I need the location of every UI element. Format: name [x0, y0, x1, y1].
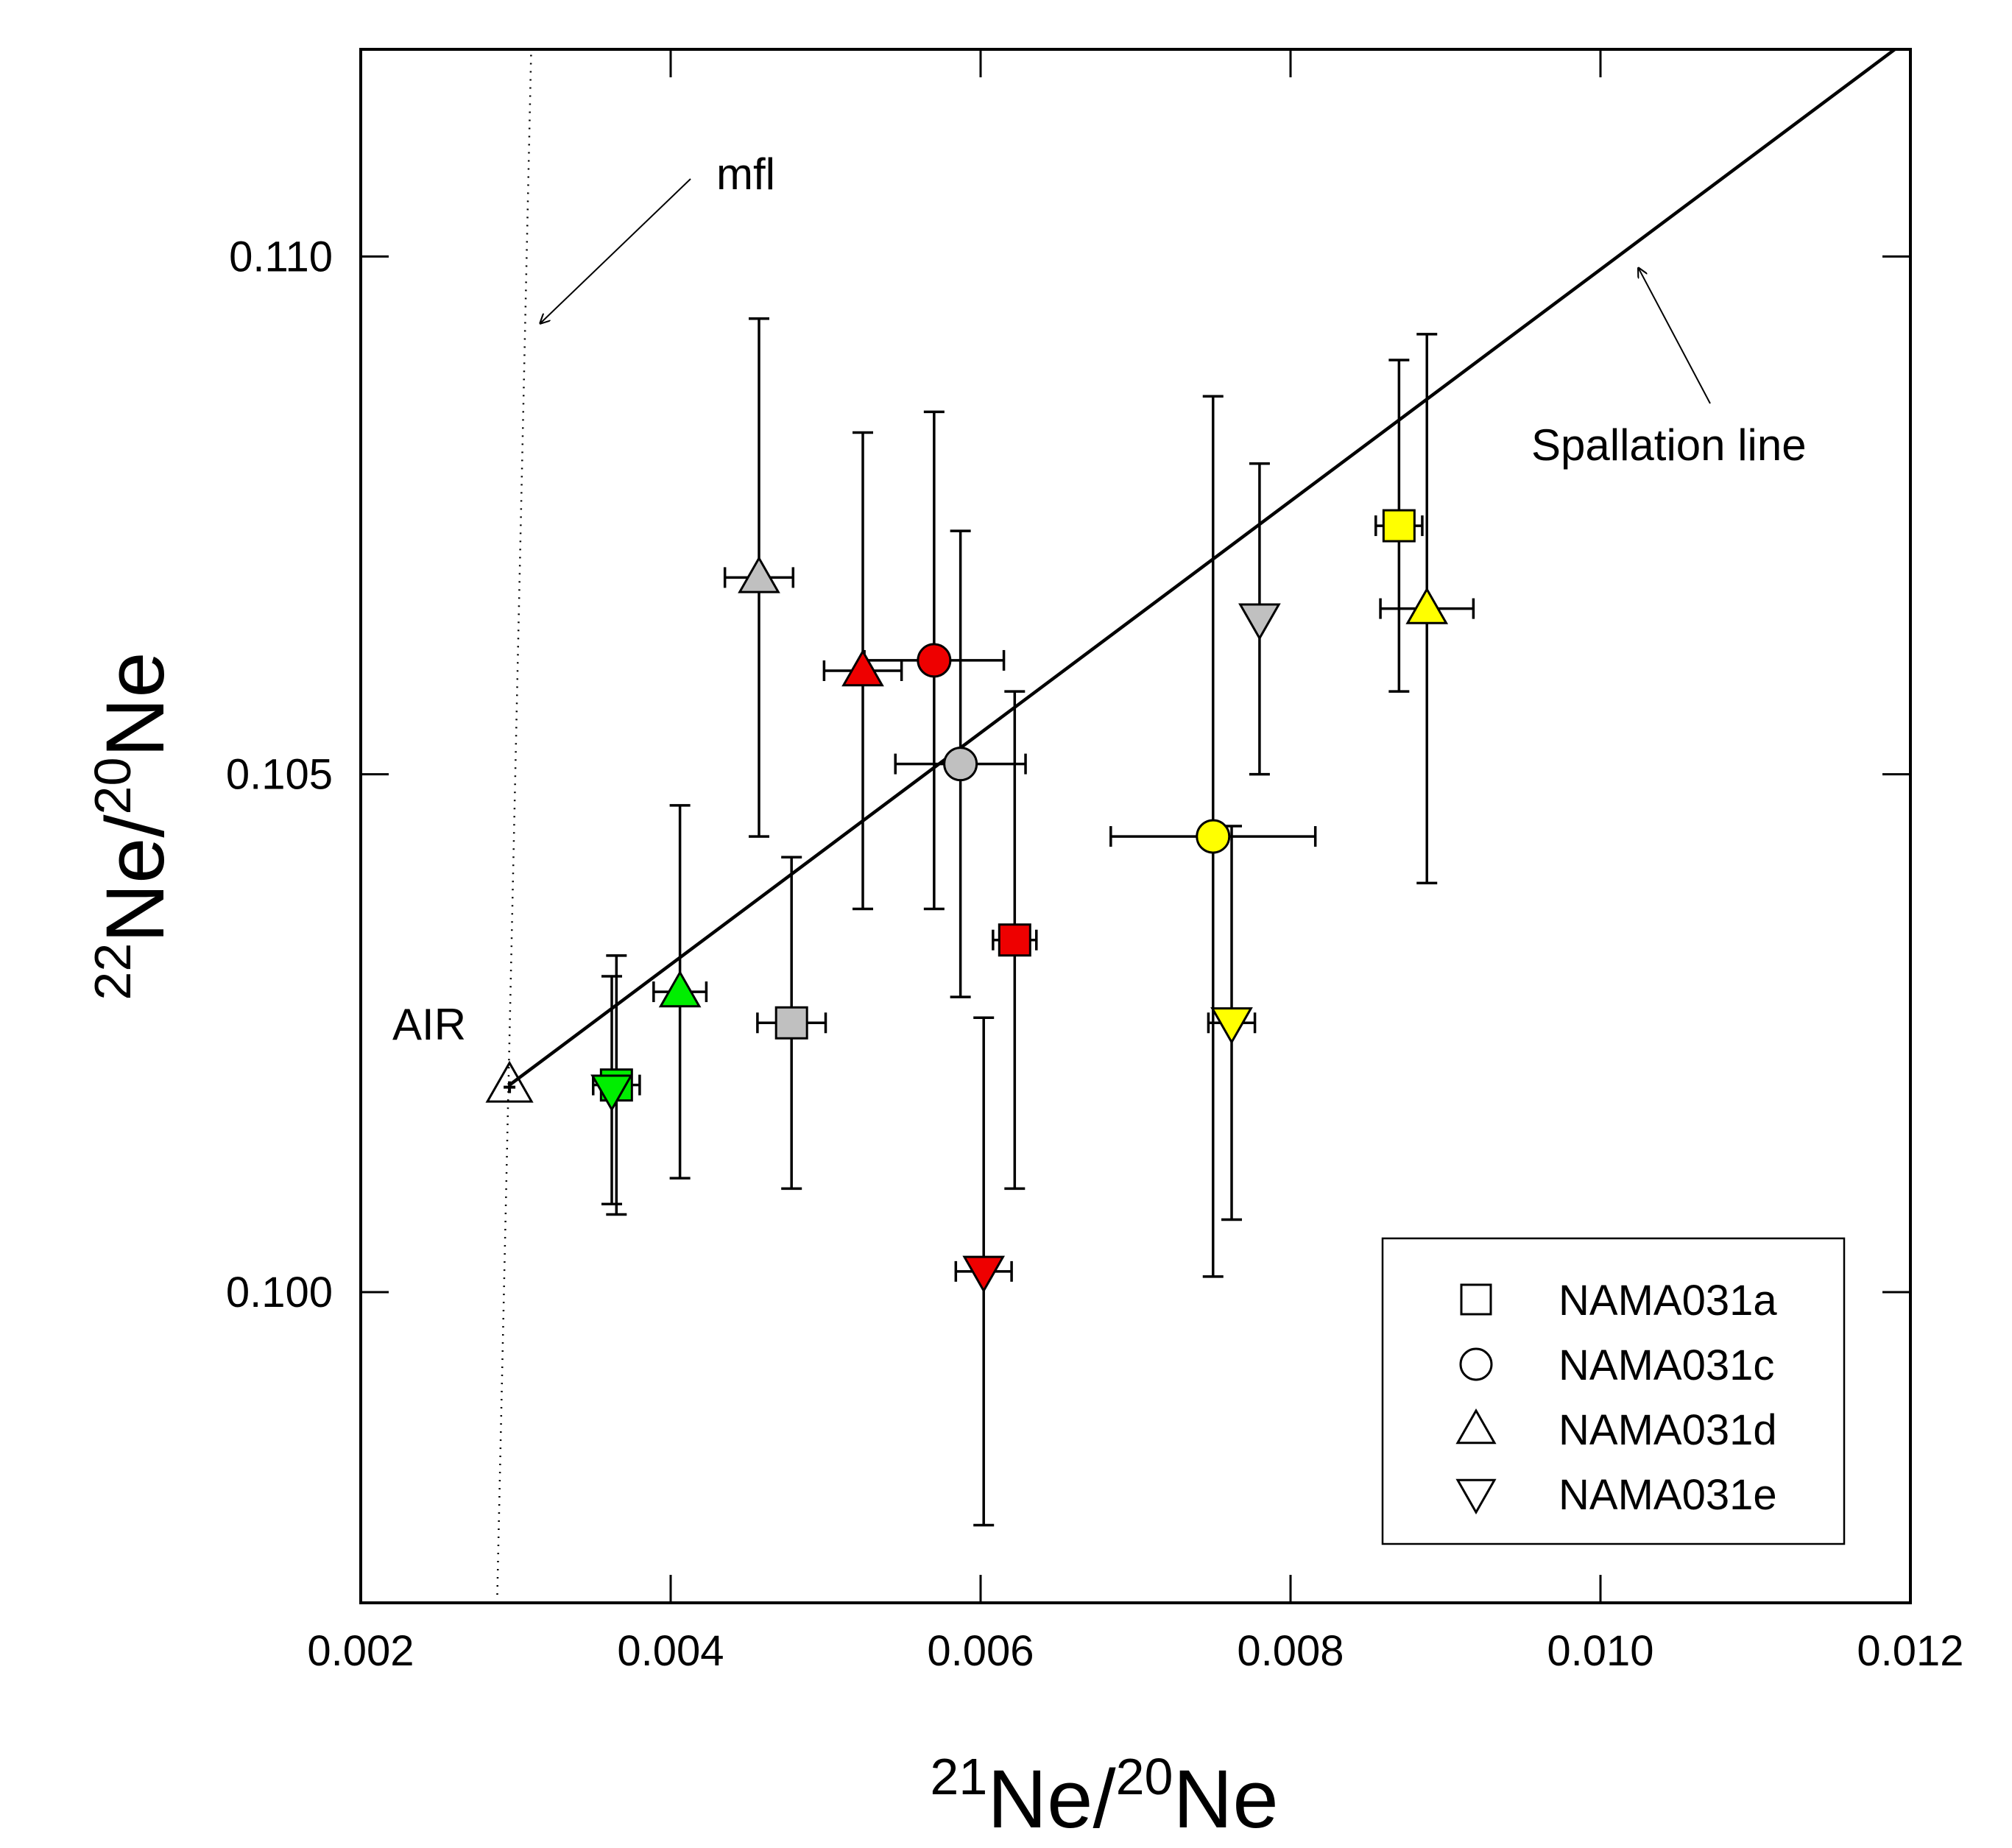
- spallation-line: [508, 49, 1896, 1087]
- axis-tick-labels: 0.002 0.004 0.006 0.008 0.010 0.012 0.100 0.105…: [226, 233, 1964, 1675]
- y-axis-base-ne-2: Ne: [89, 652, 181, 757]
- x-axis-base-ne: Ne/: [987, 1753, 1116, 1845]
- data-markers: [590, 509, 1449, 1294]
- legend-box: [1381, 1237, 1846, 1545]
- data-point-nama031d-red: [841, 649, 884, 687]
- x-tick-label: 0.010: [1547, 1627, 1653, 1675]
- y-axis-base-ne: Ne/: [89, 814, 181, 943]
- x-tick-label: 0.004: [617, 1627, 724, 1675]
- data-point-nama031a-gray: [774, 1006, 808, 1040]
- legend-marker-nama031d: [1455, 1408, 1497, 1445]
- legend: NAMA031a NAMA031c NAMA031d NAMA031e: [1381, 1237, 1846, 1545]
- x-axis-title: 21Ne/20Ne: [930, 1748, 1278, 1845]
- mfl-arrow: [540, 178, 691, 324]
- legend-label-nama031c: NAMA031c: [1559, 1341, 1774, 1389]
- x-axis-isotope-20: 20: [1116, 1748, 1173, 1805]
- spallation-arrow: [1638, 267, 1711, 404]
- data-point-nama031e-green: [590, 1074, 633, 1112]
- air-triangle: [485, 1060, 534, 1103]
- x-tick-label: 0.006: [927, 1627, 1034, 1675]
- data-point-nama031e-yellow: [1210, 1007, 1253, 1045]
- data-point-nama031e-gray: [1238, 603, 1281, 641]
- y-axis-isotope-20: 20: [84, 758, 141, 815]
- mfl-line: [495, 49, 532, 1603]
- x-tick-label: 0.008: [1237, 1627, 1344, 1675]
- x-axis-base-ne-2: Ne: [1173, 1753, 1278, 1845]
- legend-label-nama031a: NAMA031a: [1559, 1277, 1777, 1325]
- legend-label-nama031e: NAMA031e: [1559, 1471, 1777, 1519]
- legend-label-nama031d: NAMA031d: [1559, 1406, 1777, 1454]
- data-point-nama031d-yellow: [1405, 587, 1449, 624]
- air-marker: [485, 1060, 534, 1103]
- data-point-nama031c-yellow: [1196, 819, 1231, 854]
- data-point-nama031e-red: [962, 1255, 1006, 1294]
- axis-ticks: [359, 49, 1912, 1603]
- plot-frame: [359, 48, 1912, 1604]
- air-label: AIR: [392, 1000, 466, 1049]
- legend-marker-nama031c: [1459, 1347, 1493, 1381]
- y-tick-label: 0.105: [226, 751, 333, 799]
- x-axis-isotope-21: 21: [930, 1748, 987, 1805]
- spallation-label: Spallation line: [1531, 420, 1807, 470]
- data-point-nama031c-red: [917, 643, 952, 678]
- x-tick-label: 0.002: [307, 1627, 414, 1675]
- y-tick-label: 0.100: [226, 1269, 333, 1316]
- data-point-nama031a-red: [998, 923, 1031, 957]
- data-point-nama031d-gray: [738, 556, 780, 593]
- y-axis-title: 22Ne/20Ne: [84, 652, 181, 1000]
- y-tick-label: 0.110: [229, 233, 333, 281]
- data-point-nama031d-green: [658, 970, 702, 1008]
- y-axis-isotope-22: 22: [84, 943, 141, 1001]
- legend-marker-nama031e: [1455, 1478, 1497, 1515]
- data-point-nama031c-gray: [943, 747, 978, 782]
- x-tick-label: 0.012: [1857, 1627, 1963, 1675]
- data-point-nama031a-yellow: [1382, 509, 1416, 543]
- mfl-label: mfl: [716, 149, 775, 199]
- legend-marker-nama031a: [1460, 1283, 1492, 1316]
